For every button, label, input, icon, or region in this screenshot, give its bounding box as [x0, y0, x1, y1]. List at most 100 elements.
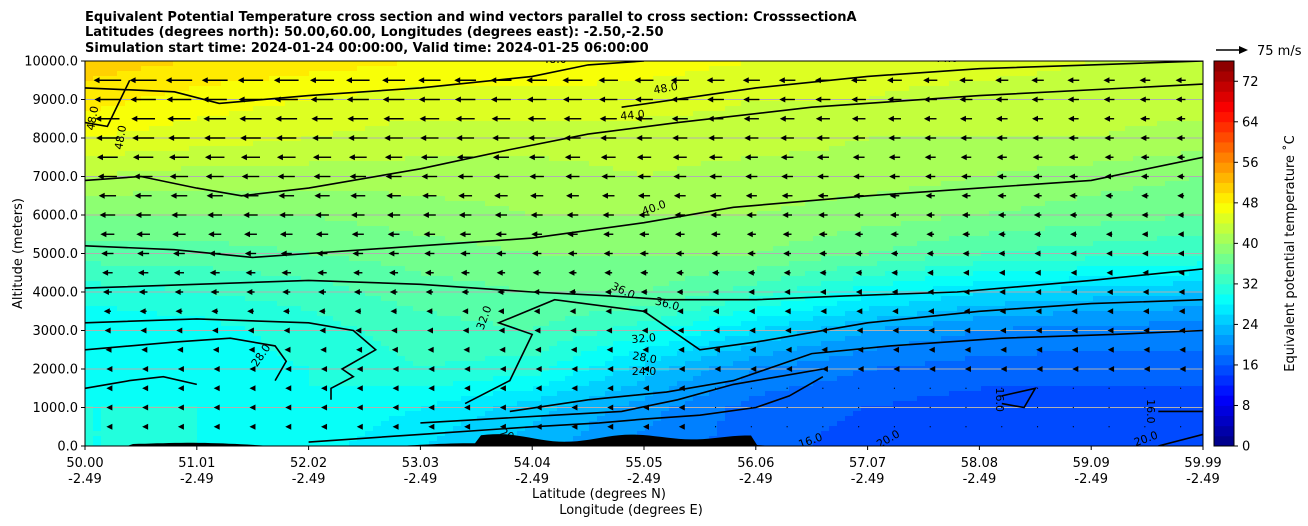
- field-cell: [309, 126, 318, 132]
- field-cell: [485, 111, 494, 117]
- field-cell: [445, 121, 454, 127]
- field-cell: [789, 141, 798, 147]
- field-cell: [117, 121, 126, 127]
- field-cell: [453, 91, 462, 97]
- field-cell: [989, 121, 998, 127]
- field-cell: [981, 201, 990, 207]
- field-cell: [693, 166, 702, 172]
- field-cell: [861, 166, 870, 172]
- field-cell: [717, 201, 726, 207]
- field-cell: [373, 96, 382, 102]
- field-cell: [709, 141, 718, 147]
- field-cell: [661, 161, 670, 167]
- field-cell: [341, 116, 350, 122]
- field-cell: [965, 181, 974, 187]
- field-cell: [301, 86, 310, 92]
- field-cell: [957, 76, 966, 82]
- field-cell: [613, 166, 622, 172]
- field-cell: [149, 156, 158, 162]
- field-cell: [637, 71, 646, 77]
- field-cell: [205, 71, 214, 77]
- field-cell: [357, 181, 366, 187]
- field-cell: [333, 206, 342, 212]
- field-cell: [1157, 91, 1166, 97]
- field-cell: [1181, 126, 1190, 132]
- field-cell: [149, 111, 158, 117]
- field-cell: [301, 101, 310, 107]
- field-cell: [813, 221, 822, 227]
- field-cell: [453, 71, 462, 77]
- field-cell: [157, 211, 166, 217]
- field-cell: [565, 176, 574, 182]
- field-cell: [821, 91, 830, 97]
- field-cell: [485, 76, 494, 82]
- field-cell: [1021, 186, 1030, 192]
- field-cell: [1189, 116, 1198, 122]
- field-cell: [597, 161, 606, 167]
- field-cell: [629, 231, 638, 237]
- field-cell: [733, 131, 742, 137]
- field-cell: [805, 216, 814, 222]
- field-cell: [773, 136, 782, 142]
- field-cell: [189, 196, 198, 202]
- field-cell: [605, 181, 614, 187]
- field-cell: [661, 201, 670, 207]
- field-cell: [1157, 146, 1166, 152]
- field-cell: [1069, 226, 1078, 232]
- field-cell: [461, 201, 470, 207]
- field-cell: [1045, 91, 1054, 97]
- field-cell: [333, 126, 342, 132]
- field-cell: [669, 191, 678, 197]
- field-cell: [101, 91, 110, 97]
- field-cell: [445, 66, 454, 72]
- field-cell: [261, 161, 270, 167]
- field-cell: [1181, 116, 1190, 122]
- field-cell: [1181, 166, 1190, 172]
- field-cell: [197, 116, 206, 122]
- field-cell: [813, 121, 822, 127]
- field-cell: [333, 141, 342, 147]
- field-cell: [141, 211, 150, 217]
- field-cell: [1157, 121, 1166, 127]
- field-cell: [309, 166, 318, 172]
- field-cell: [221, 86, 230, 92]
- field-cell: [565, 181, 574, 187]
- field-cell: [653, 226, 662, 232]
- field-cell: [1157, 66, 1166, 72]
- field-cell: [853, 206, 862, 212]
- field-cell: [437, 106, 446, 112]
- field-cell: [813, 61, 822, 67]
- field-cell: [885, 86, 894, 92]
- field-cell: [773, 96, 782, 102]
- field-cell: [613, 176, 622, 182]
- field-cell: [885, 76, 894, 82]
- field-cell: [413, 151, 422, 157]
- field-cell: [1157, 196, 1166, 202]
- field-cell: [717, 171, 726, 177]
- field-cell: [693, 116, 702, 122]
- field-cell: [549, 86, 558, 92]
- field-cell: [117, 81, 126, 87]
- field-cell: [1053, 151, 1062, 157]
- field-cell: [725, 216, 734, 222]
- field-cell: [557, 176, 566, 182]
- field-cell: [1061, 86, 1070, 92]
- field-cell: [749, 161, 758, 167]
- field-cell: [341, 156, 350, 162]
- field-cell: [149, 216, 158, 222]
- field-cell: [909, 81, 918, 87]
- field-cell: [741, 211, 750, 217]
- field-cell: [117, 61, 126, 67]
- field-cell: [965, 86, 974, 92]
- field-cell: [501, 196, 510, 202]
- field-cell: [1189, 131, 1198, 137]
- field-cell: [229, 171, 238, 177]
- field-cell: [285, 211, 294, 217]
- field-cell: [565, 76, 574, 82]
- field-cell: [1117, 141, 1126, 147]
- field-cell: [1197, 156, 1203, 162]
- field-cell: [285, 136, 294, 142]
- field-cell: [1181, 91, 1190, 97]
- field-cell: [549, 181, 558, 187]
- field-cell: [181, 86, 190, 92]
